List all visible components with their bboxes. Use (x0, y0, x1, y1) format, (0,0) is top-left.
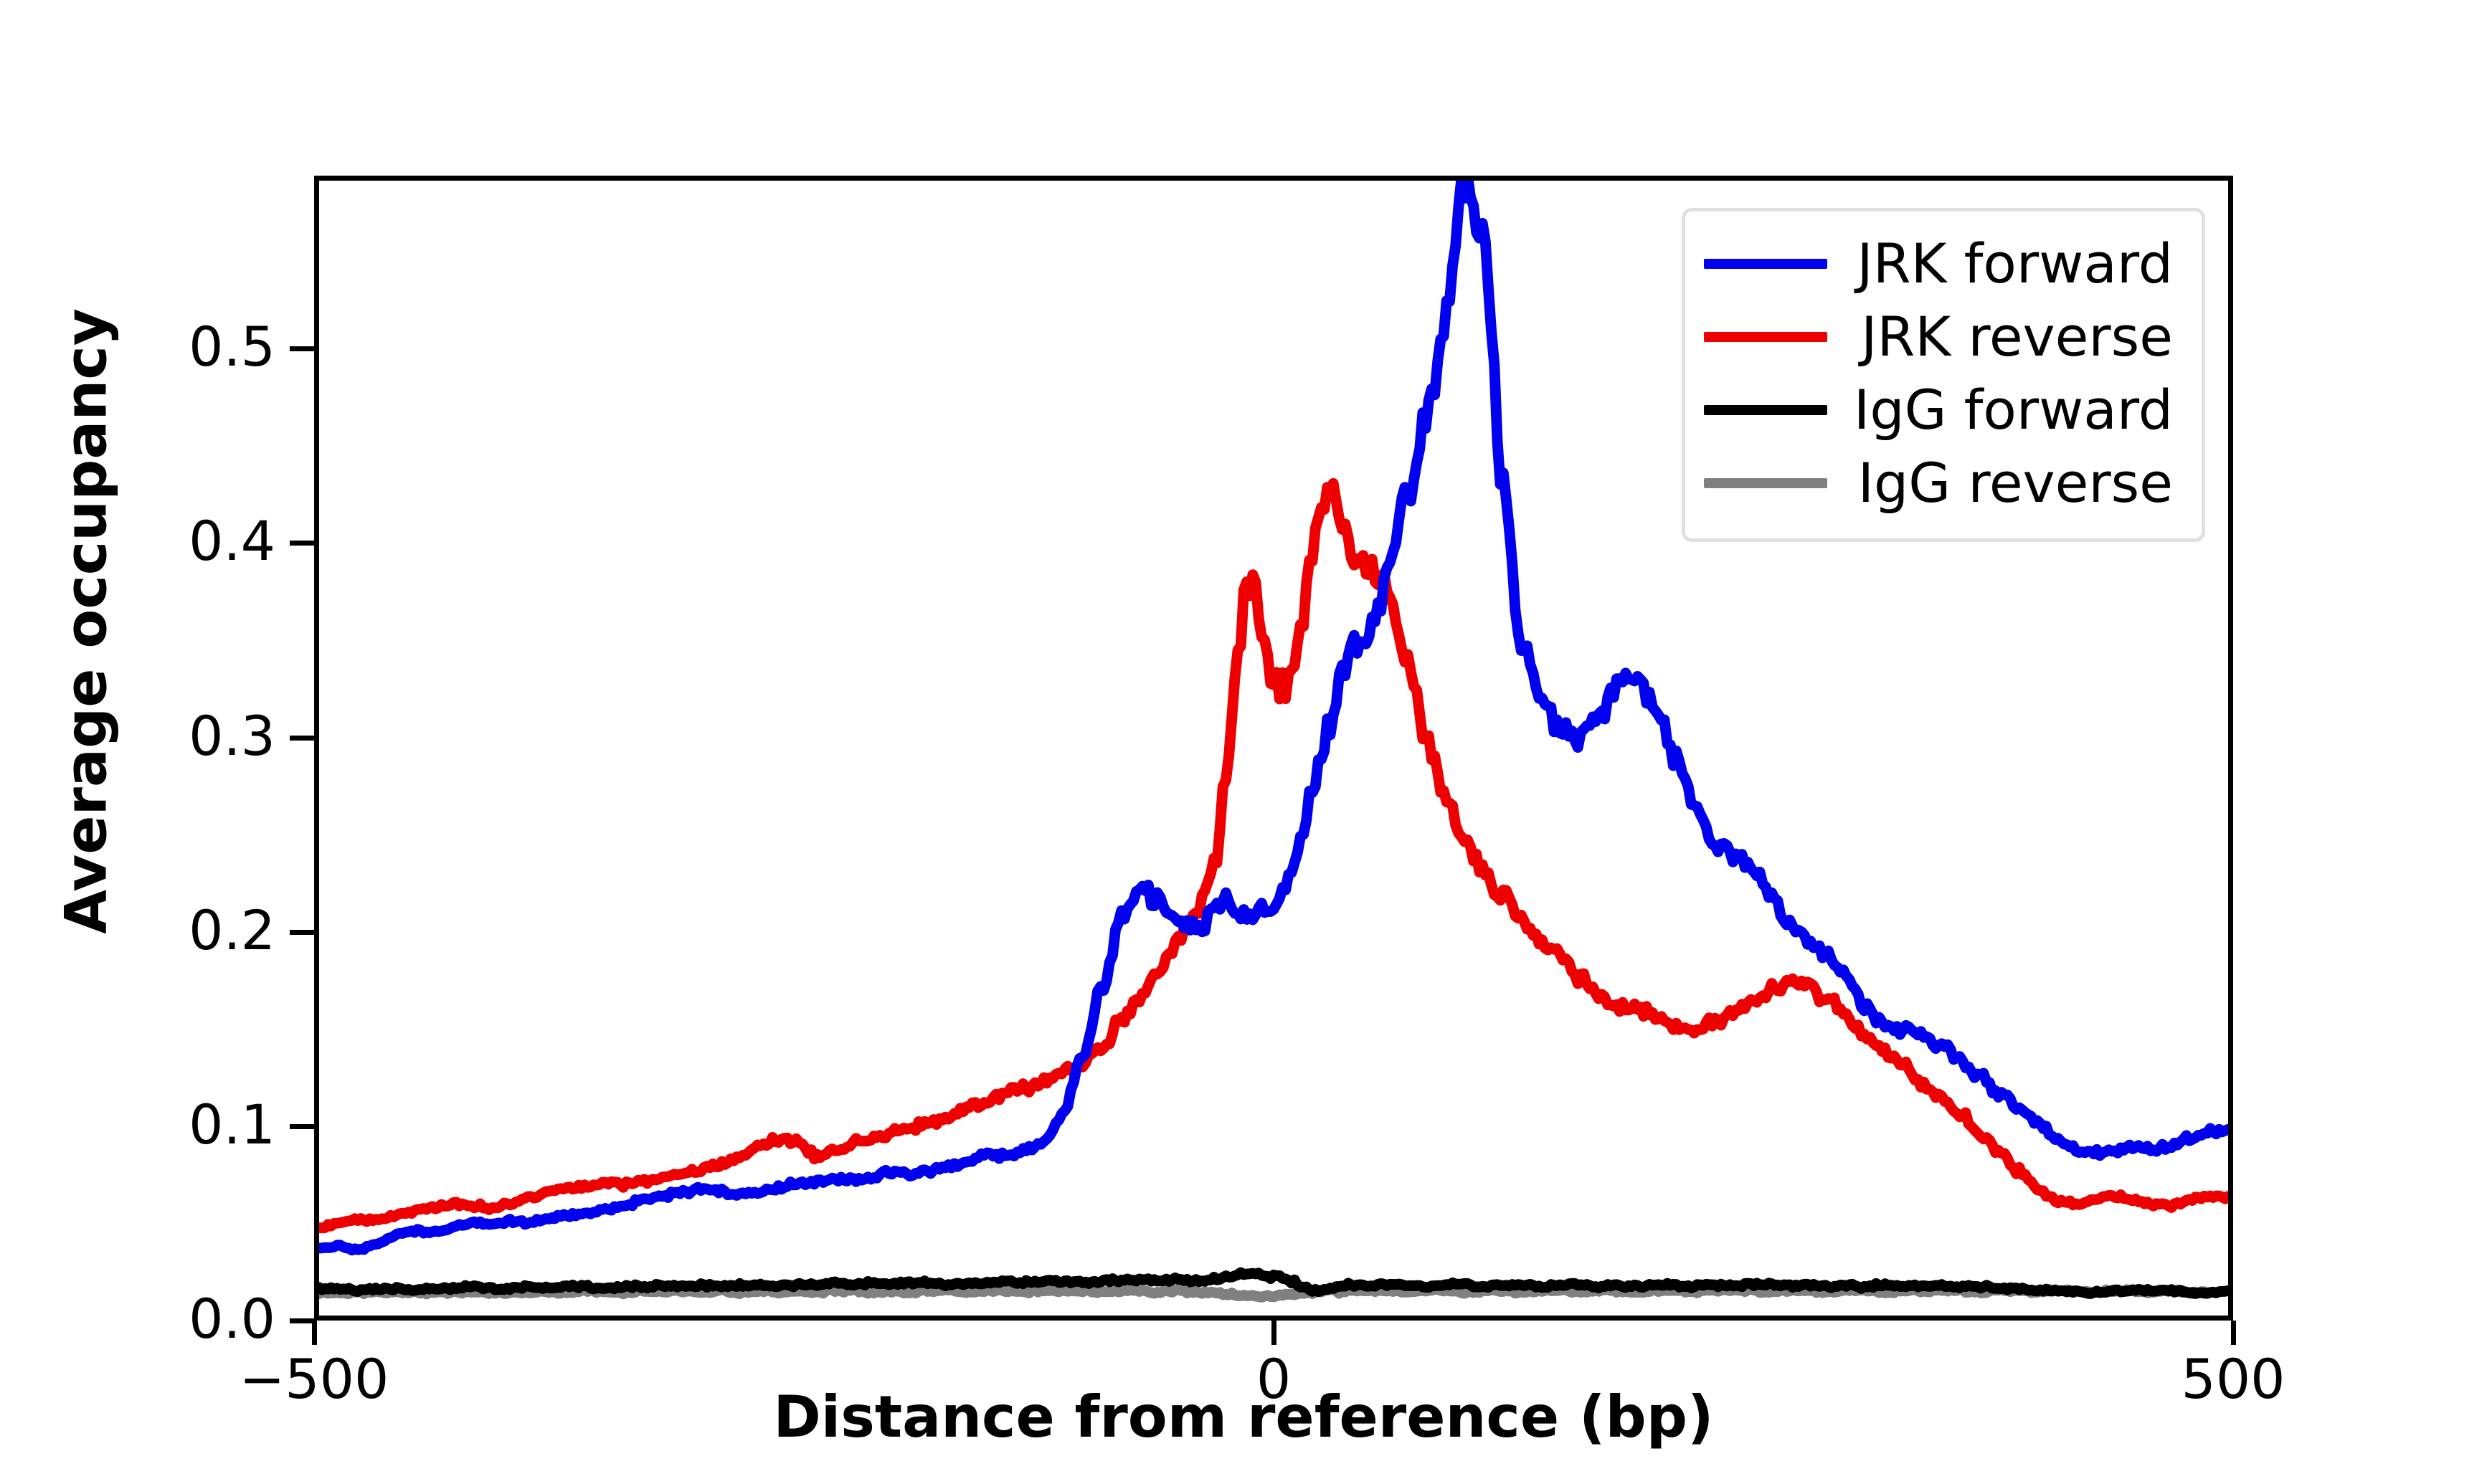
legend-item-label: JRK forward (1857, 232, 2173, 295)
legend-item-igg-forward[interactable]: IgG forward (1704, 374, 2183, 447)
legend-item-jrk-reverse[interactable]: JRK reverse (1704, 300, 2183, 374)
plot-area (314, 176, 2233, 1321)
x-tick-mark (312, 1321, 317, 1345)
series-line-igg-forward (319, 1267, 2228, 1299)
y-tick-label: 0.0 (189, 1287, 275, 1351)
y-tick-mark (290, 1123, 314, 1129)
y-tick-mark (290, 929, 314, 935)
y-tick-label: 0.2 (189, 898, 275, 962)
x-axis-label: Distance from reference (bp) (773, 1384, 1714, 1450)
legend-color-swatch (1704, 478, 1827, 488)
y-axis-label: Average occupancy (52, 308, 120, 934)
legend-item-igg-reverse[interactable]: IgG reverse (1704, 447, 2183, 520)
y-tick-mark (290, 1318, 314, 1323)
x-tick-label: 500 (2181, 1347, 2285, 1411)
y-tick-mark (290, 735, 314, 741)
legend-item-label: IgG reverse (1857, 451, 2173, 515)
y-tick-label: 0.3 (189, 703, 275, 768)
x-tick-mark (2231, 1321, 2236, 1345)
y-tick-label: 0.1 (189, 1092, 275, 1156)
series-line-jrk-forward (319, 181, 2228, 1256)
plot-svg (319, 181, 2228, 1303)
legend-item-label: JRK reverse (1861, 305, 2173, 368)
legend-color-swatch (1704, 332, 1827, 342)
series-line-jrk-reverse (319, 477, 2228, 1234)
y-tick-label: 0.5 (189, 315, 275, 379)
x-tick-label: −500 (239, 1347, 389, 1411)
legend-item-jrk-forward[interactable]: JRK forward (1704, 227, 2183, 300)
legend: JRK forward JRK reverse IgG forward IgG rev… (1682, 208, 2205, 542)
legend-item-label: IgG forward (1853, 378, 2173, 442)
x-tick-label: 0 (1256, 1347, 1292, 1411)
y-tick-mark (290, 541, 314, 546)
legend-color-swatch (1704, 259, 1827, 269)
x-tick-mark (1271, 1321, 1276, 1345)
y-tick-label: 0.4 (189, 509, 275, 574)
legend-color-swatch (1704, 405, 1827, 415)
y-tick-mark (290, 346, 314, 352)
